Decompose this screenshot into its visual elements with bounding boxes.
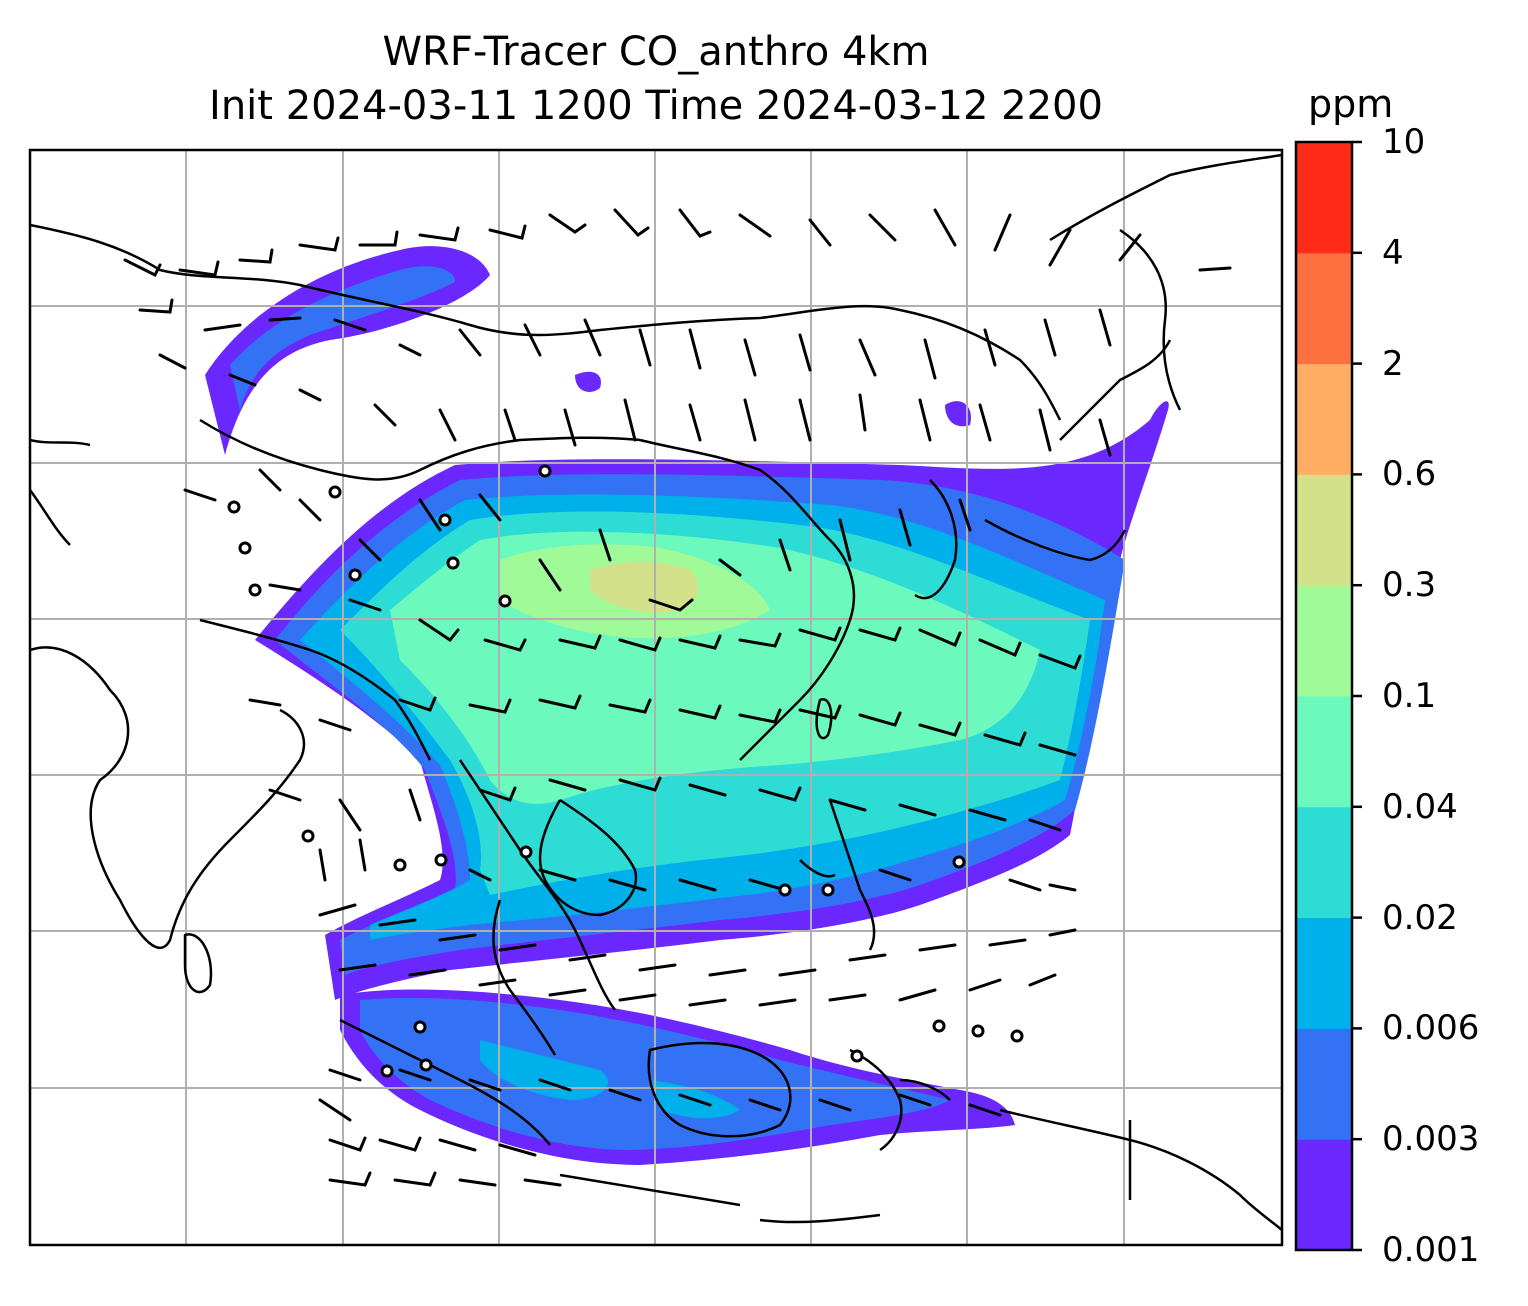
colorbar <box>1296 140 1362 1252</box>
central-asia-lakes <box>30 438 91 546</box>
colorbar-tick-label: 10 <box>1382 122 1426 162</box>
china-coast <box>639 438 856 761</box>
colorbar-segment <box>1296 806 1352 919</box>
colorbar-tick-label: 0.1 <box>1382 676 1437 716</box>
philippines <box>799 799 876 951</box>
wind-barbs <box>123 208 1232 1187</box>
borneo <box>647 1041 792 1138</box>
tibet-border <box>199 418 641 481</box>
colorbar-segment <box>1296 1028 1352 1140</box>
russia-coast <box>1049 153 1282 411</box>
colorbar-tick-label: 0.6 <box>1382 454 1437 495</box>
japan <box>984 339 1172 562</box>
sulawesi <box>849 1048 951 1152</box>
colorbar-tick-label: 0.001 <box>1382 1230 1480 1270</box>
colorbar-unit: ppm <box>1308 82 1394 126</box>
sumatra <box>339 1018 551 1146</box>
colorbar-segment <box>1296 696 1352 808</box>
korea <box>914 479 958 600</box>
india-coast <box>30 646 306 949</box>
new-guinea <box>999 1108 1282 1231</box>
colorbar-segment <box>1296 474 1352 586</box>
calm-markers <box>227 464 1024 1078</box>
gridlines <box>30 150 1282 1245</box>
tracer-plume <box>205 246 1169 1165</box>
taiwan <box>815 698 833 740</box>
java <box>559 1173 881 1224</box>
himalaya-border <box>199 618 432 761</box>
china-north-border <box>30 223 1062 421</box>
map-title-line1: WRF-Tracer CO_anthro 4km <box>382 29 930 75</box>
map-border <box>28 148 1284 1247</box>
colorbar-tick-label: 0.003 <box>1382 1119 1480 1160</box>
colorbar-tick-label: 0.3 <box>1382 565 1437 606</box>
malay-peninsula <box>492 899 557 1056</box>
colorbar-segment <box>1296 917 1352 1029</box>
colorbar-tick-label: 0.04 <box>1382 786 1458 827</box>
plume-north <box>205 246 490 455</box>
colorbar-tick-label: 2 <box>1382 343 1404 384</box>
colorbar-segment <box>1296 1139 1352 1251</box>
indochina <box>458 759 638 1011</box>
colorbar-segment <box>1296 142 1352 254</box>
colorbar-tick-label: 0.02 <box>1382 897 1458 938</box>
map-title-line2: Init 2024-03-11 1200 Time 2024-03-12 220… <box>209 83 1103 129</box>
colorbar-segment <box>1296 585 1352 697</box>
sri-lanka <box>183 933 213 994</box>
colorbar-tick-label: 0.006 <box>1382 1008 1480 1049</box>
colorbar-segment <box>1296 252 1352 365</box>
colorbar-tick-label: 4 <box>1382 232 1404 273</box>
colorbar-border <box>1294 140 1354 1252</box>
colorbar-segment <box>1296 363 1352 475</box>
